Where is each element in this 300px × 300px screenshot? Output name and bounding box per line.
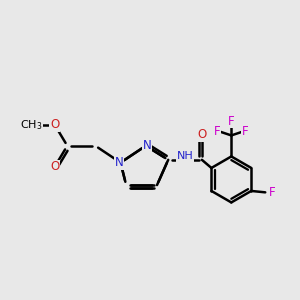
Text: N: N [115, 156, 124, 169]
Text: F: F [268, 186, 275, 199]
Text: O: O [50, 160, 59, 173]
Text: CH$_3$: CH$_3$ [20, 118, 42, 132]
Text: F: F [242, 125, 249, 138]
Text: O: O [197, 128, 206, 141]
Text: N: N [143, 139, 152, 152]
Text: NH: NH [177, 152, 194, 161]
Text: F: F [228, 115, 235, 128]
Text: F: F [214, 125, 220, 138]
Text: O: O [50, 118, 59, 131]
